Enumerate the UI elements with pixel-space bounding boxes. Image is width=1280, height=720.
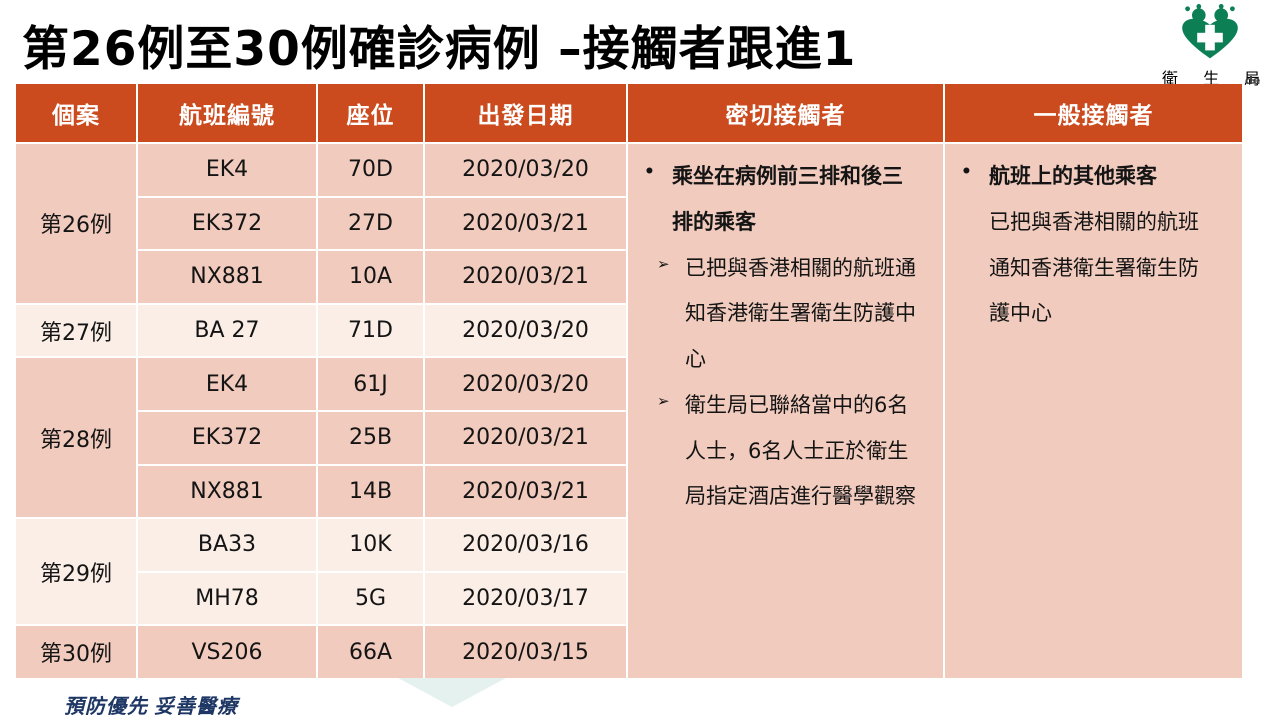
general-contacts-item-2: 已把與香港相關的航班 通知香港衛生署衛生防 護中心 xyxy=(961,200,1236,337)
case-cell-29: 第29例 xyxy=(16,519,136,625)
seat-cell: 14B xyxy=(318,465,423,518)
heart-cross-icon xyxy=(1182,4,1238,59)
seat-cell: 66A xyxy=(318,626,423,678)
flight-cell: BA 27 xyxy=(138,304,316,357)
flight-cell: BA33 xyxy=(138,519,316,571)
date-cell: 2020/03/20 xyxy=(425,144,626,196)
close-contacts-item-1: • 乘坐在病例前三排和後三 排的乘客 xyxy=(644,154,937,246)
general-contacts-text-1: 航班上的其他乘客 xyxy=(989,164,1157,188)
logo-partial-text: de xyxy=(1245,74,1261,87)
health-bureau-logo: 衛 生 局 xyxy=(1152,4,1268,89)
header-cell-seat: 座位 xyxy=(318,84,423,142)
seat-cell: 25B xyxy=(318,411,423,464)
general-contacts-cell: • 航班上的其他乘客 已把與香港相關的航班 通知香港衛生署衛生防 護中心 xyxy=(945,144,1242,678)
chevron-decoration xyxy=(398,678,506,707)
close-contacts-text-1: 乘坐在病例前三排和後三 排的乘客 xyxy=(672,164,903,234)
date-cell: 2020/03/20 xyxy=(425,304,626,357)
seat-cell: 71D xyxy=(318,304,423,357)
flight-cell: EK372 xyxy=(138,411,316,464)
close-contacts-item-2: ➢ 已把與香港相關的航班通 知香港衛生署衛生防護中 心 xyxy=(657,246,937,383)
page-title: 第26例至30例確診病例 –接觸者跟進1 xyxy=(22,22,857,77)
header-cell-general-contacts: 一般接觸者 xyxy=(945,84,1242,142)
close-contacts-text-3: 衛生局已聯絡當中的6名 人士，6名人士正於衛生 局指定酒店進行醫學觀察 xyxy=(685,392,916,509)
seat-cell: 10K xyxy=(318,519,423,571)
flight-cell: NX881 xyxy=(138,465,316,518)
footer-tagline: 預防優先 妥善醫療 xyxy=(64,696,238,718)
case-cell-28: 第28例 xyxy=(16,358,136,518)
bullet-icon: • xyxy=(644,162,655,182)
close-contacts-cell: • 乘坐在病例前三排和後三 排的乘客 ➢ 已把與香港相關的航班通 知香港衛生署衛… xyxy=(628,144,943,678)
seat-cell: 5G xyxy=(318,572,423,625)
seat-cell: 10A xyxy=(318,251,423,303)
case-cell-30: 第30例 xyxy=(16,626,136,678)
arrow-bullet-icon: ➢ xyxy=(657,391,670,410)
arrow-bullet-icon: ➢ xyxy=(657,254,670,273)
flight-cell: MH78 xyxy=(138,572,316,625)
date-cell: 2020/03/21 xyxy=(425,197,626,250)
contacts-table: 個案 航班編號 座位 出發日期 密切接觸者 一般接觸者 第26例 第27例 第2… xyxy=(16,84,1242,678)
general-contacts-item-1: • 航班上的其他乘客 xyxy=(961,154,1236,200)
header-cell-date: 出發日期 xyxy=(425,84,626,142)
close-contacts-item-3: ➢ 衛生局已聯絡當中的6名 人士，6名人士正於衛生 局指定酒店進行醫學觀察 xyxy=(657,383,937,520)
date-cell: 2020/03/15 xyxy=(425,626,626,678)
date-cell: 2020/03/21 xyxy=(425,251,626,303)
seat-cell: 70D xyxy=(318,144,423,196)
general-contacts-text-2: 已把與香港相關的航班 通知香港衛生署衛生防 護中心 xyxy=(989,209,1199,326)
bullet-icon: • xyxy=(961,162,972,182)
flight-cell: EK4 xyxy=(138,144,316,196)
date-cell: 2020/03/21 xyxy=(425,411,626,464)
seat-cell: 27D xyxy=(318,197,423,250)
case-cell-27: 第27例 xyxy=(16,304,136,357)
date-cell: 2020/03/17 xyxy=(425,572,626,625)
flight-cell: EK372 xyxy=(138,197,316,250)
logo-org-name: 衛 生 局 xyxy=(1162,69,1271,88)
header-cell-flight: 航班編號 xyxy=(138,84,316,142)
flight-cell: EK4 xyxy=(138,358,316,410)
header-cell-case: 個案 xyxy=(16,84,136,142)
seat-cell: 61J xyxy=(318,358,423,410)
close-contacts-text-2: 已把與香港相關的航班通 知香港衛生署衛生防護中 心 xyxy=(685,255,916,372)
date-cell: 2020/03/20 xyxy=(425,358,626,410)
date-cell: 2020/03/16 xyxy=(425,519,626,571)
date-cell: 2020/03/21 xyxy=(425,465,626,518)
flight-cell: NX881 xyxy=(138,251,316,303)
header-cell-close-contacts: 密切接觸者 xyxy=(628,84,943,142)
flight-cell: VS206 xyxy=(138,626,316,678)
case-cell-26: 第26例 xyxy=(16,144,136,303)
